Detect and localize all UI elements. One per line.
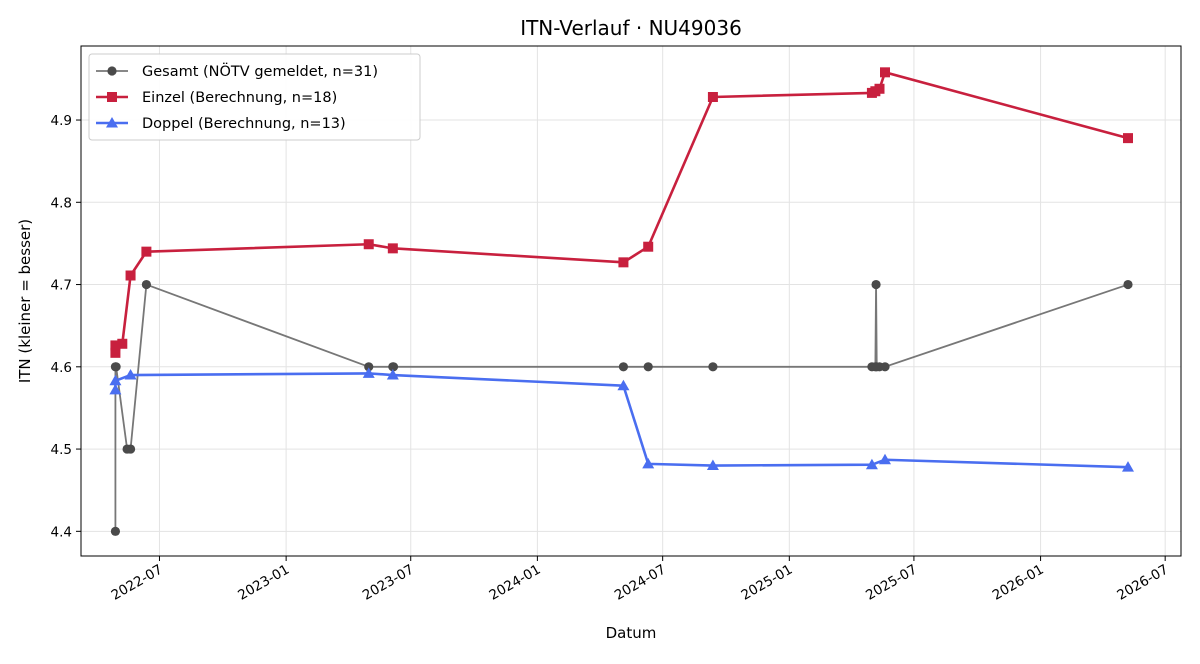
legend-box	[88, 53, 421, 141]
data-point	[110, 526, 121, 536]
data-point	[388, 362, 399, 372]
y-tick-label: 4.6	[51, 360, 72, 376]
plot-frame	[80, 45, 1182, 557]
data-point	[141, 279, 151, 290]
data-point	[1123, 279, 1133, 290]
data-point	[880, 362, 890, 372]
data-point	[707, 92, 718, 102]
legend-marker	[107, 66, 117, 76]
data-point	[110, 347, 121, 358]
y-tick-label: 4.4	[51, 524, 72, 540]
y-tick-label: 4.8	[51, 195, 72, 211]
data-point	[1121, 461, 1134, 472]
data-point	[618, 257, 629, 268]
data-point	[386, 369, 399, 380]
data-point	[109, 374, 122, 386]
data-point	[642, 457, 655, 469]
series-circle	[110, 279, 1133, 536]
data-point	[362, 367, 375, 378]
data-point	[617, 379, 630, 391]
legend-label: Gesamt (NÖTV gemeldet, n=31)	[142, 62, 378, 80]
series-layer	[109, 67, 1134, 536]
data-point	[387, 243, 398, 254]
data-point	[364, 362, 374, 372]
data-point	[879, 453, 892, 465]
legend-marker	[107, 92, 117, 102]
series-square	[110, 67, 1133, 358]
data-point	[708, 362, 718, 372]
data-point	[618, 362, 629, 372]
data-point	[874, 83, 885, 94]
data-point	[706, 459, 719, 471]
data-point	[643, 362, 653, 372]
data-point	[125, 270, 136, 281]
data-point	[124, 369, 137, 380]
data-point	[125, 444, 136, 454]
y-tick-label: 4.5	[51, 442, 72, 458]
series-triangle	[109, 367, 1134, 472]
data-point	[865, 458, 878, 470]
data-point	[141, 246, 152, 257]
legend-label: Einzel (Berechnung, n=18)	[142, 90, 337, 106]
y-axis: 4.4 4.5 4.6 4.7 4.8 4.9	[51, 113, 81, 540]
data-point	[871, 279, 881, 290]
data-point	[117, 338, 128, 349]
legend-label: Doppel (Berechnung, n=13)	[142, 116, 346, 132]
y-tick-label: 4.9	[51, 113, 72, 129]
data-point	[111, 362, 121, 372]
data-point	[1122, 133, 1133, 144]
data-point	[109, 383, 122, 395]
data-point	[363, 239, 374, 250]
data-point	[110, 340, 121, 351]
x-axis-label: Datum	[606, 624, 657, 642]
y-axis-label: ITN (kleiner = besser)	[16, 219, 34, 383]
data-point	[643, 241, 654, 252]
data-point	[880, 67, 891, 78]
y-tick-label: 4.7	[51, 278, 72, 294]
legend-marker	[106, 117, 118, 128]
legend: Gesamt (NÖTV gemeldet, n=31) Einzel (Bere…	[88, 53, 421, 141]
chart-title: ITN-Verlauf · NU49036	[520, 16, 742, 40]
